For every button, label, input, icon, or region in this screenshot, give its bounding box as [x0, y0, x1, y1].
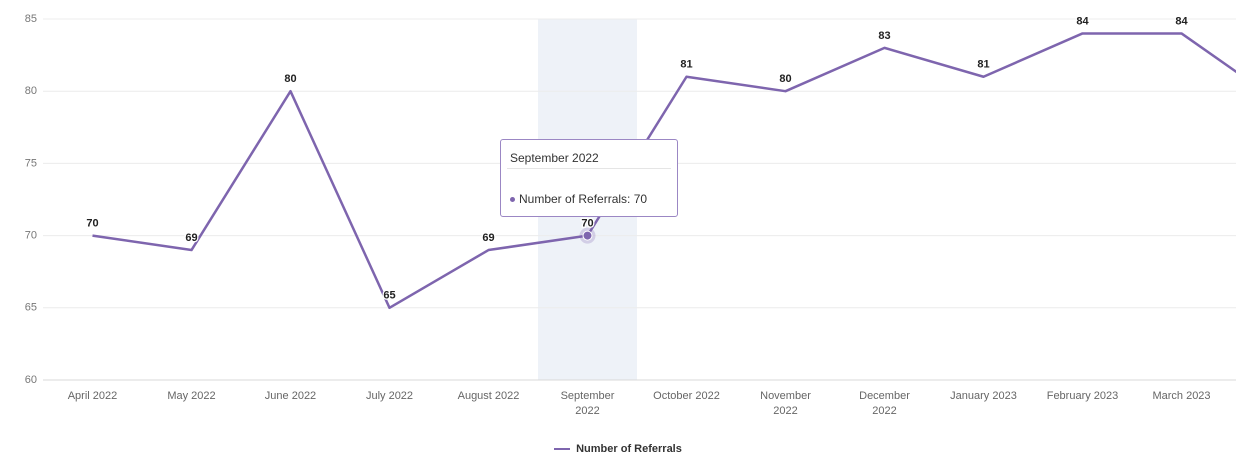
x-tick-label: December 2022: [859, 390, 910, 417]
line: [92, 32, 1236, 310]
x-tick-label: September 2022: [560, 390, 615, 417]
data-label: 80: [284, 73, 296, 85]
data-label: 69: [482, 232, 494, 244]
x-tick-label: February 2023: [1046, 390, 1119, 402]
x-tick-label: January 2023: [950, 390, 1017, 402]
tooltip-row: Number of Referrals: 70: [510, 192, 647, 206]
x-tick-label: May 2022: [167, 390, 216, 402]
data-label: 84: [1076, 15, 1089, 27]
y-tick-label: 80: [25, 85, 37, 97]
x-tick-label: August 2022: [457, 390, 520, 402]
data-label: 69: [185, 232, 197, 244]
tooltip-title: September 2022: [510, 151, 599, 165]
x-tick-label: November 2022: [760, 390, 811, 417]
y-tick-label: 75: [25, 157, 37, 169]
x-tick-label: October 2022: [653, 390, 720, 402]
data-label: 84: [1175, 15, 1188, 27]
y-tick-label: 60: [25, 374, 37, 386]
x-tick-label: March 2023: [1152, 390, 1211, 402]
y-tick-label: 65: [25, 302, 37, 314]
legend[interactable]: Number of Referrals: [0, 443, 1236, 455]
tooltip-text: Number of Referrals: 70: [519, 192, 648, 206]
legend-swatch: [554, 448, 571, 451]
legend-label[interactable]: Number of Referrals: [576, 443, 682, 455]
data-label: 70: [86, 218, 98, 230]
tooltip: September 2022 Number of Referrals: 70: [500, 139, 678, 217]
data-label: 81: [680, 59, 692, 71]
data-label: 70: [581, 218, 593, 230]
y-tick-label: 70: [25, 230, 37, 242]
x-tick-label: April 2022: [67, 390, 118, 402]
x-tick-label: June 2022: [264, 390, 317, 402]
data-label: 81: [977, 59, 989, 71]
tooltip-dot: [510, 197, 515, 203]
data-label: 65: [383, 290, 395, 302]
tooltip-separator: [507, 168, 671, 169]
data-label: 83: [878, 30, 890, 42]
y-tick-label: 85: [25, 13, 37, 25]
x-tick-label: July 2022: [365, 390, 414, 402]
point: [582, 230, 593, 241]
data-label: 80: [779, 73, 791, 85]
